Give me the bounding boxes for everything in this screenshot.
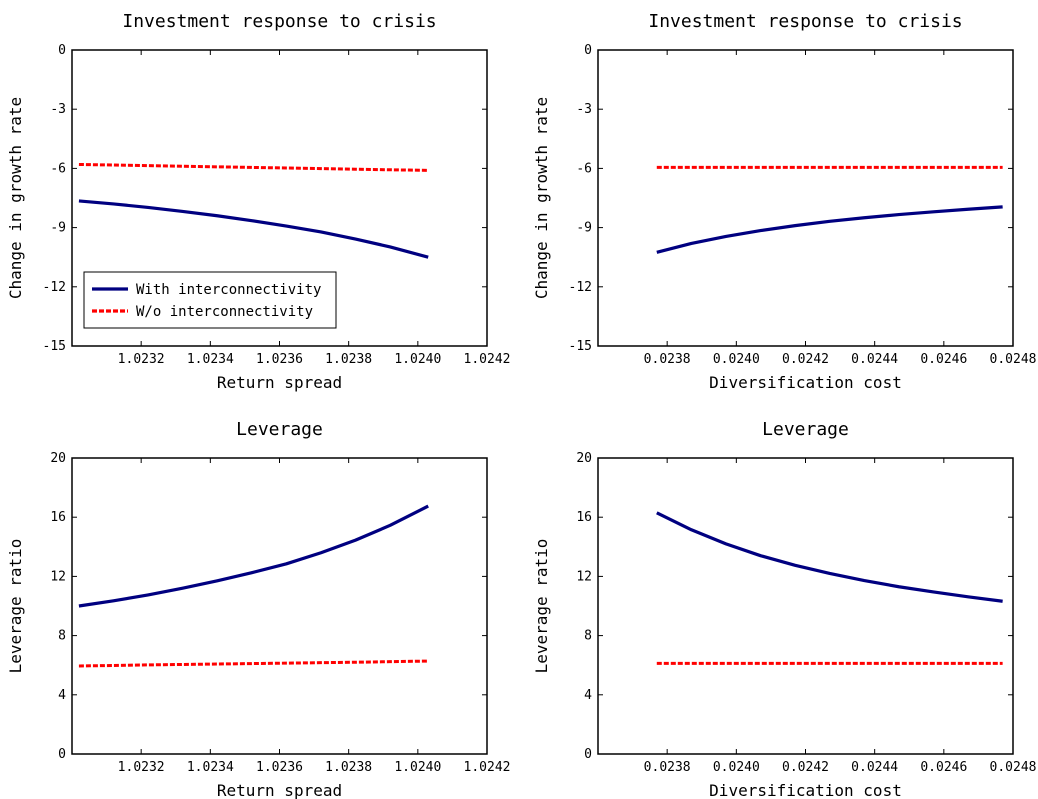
y-tick-label: 8 — [58, 629, 66, 644]
x-tick-label: 0.0242 — [782, 352, 829, 367]
chart-title: Investment response to crisis — [648, 11, 962, 32]
legend-entry-label: With interconnectivity — [136, 282, 321, 298]
y-tick-label: 4 — [584, 688, 592, 703]
y-tick-label: 4 — [58, 688, 66, 703]
x-tick-label: 1.0242 — [464, 760, 511, 775]
x-tick-label: 1.0232 — [118, 760, 165, 775]
y-axis-label: Leverage ratio — [532, 539, 551, 674]
chart-title: Leverage — [236, 419, 323, 440]
x-tick-label: 0.0242 — [782, 760, 829, 775]
y-tick-label: 12 — [576, 569, 592, 584]
x-axis-label: Return spread — [217, 373, 342, 392]
y-axis-label: Change in growth rate — [532, 97, 551, 299]
y-tick-label: 8 — [584, 629, 592, 644]
x-tick-label: 0.0244 — [851, 352, 898, 367]
chart-panel-2: 0 -3 -6 -9 -12 -15 0.0238 0.0240 0.0242 0.0244 0.0… — [532, 11, 1036, 392]
y-tick-label: -9 — [576, 221, 592, 236]
x-tick-label: 0.0240 — [713, 352, 760, 367]
legend: With interconnectivity W/o interconnectiv… — [83, 271, 337, 329]
x-tick-label: 1.0234 — [187, 352, 234, 367]
plot-frame — [597, 457, 1014, 755]
x-axis-label: Diversification cost — [709, 373, 902, 392]
series-line-without-interconnectivity — [78, 162, 429, 172]
series-line-with-interconnectivity — [78, 504, 429, 608]
x-tick-label: 0.0244 — [851, 760, 898, 775]
series-line-with-interconnectivity — [656, 511, 1003, 603]
x-tick-label: 1.0236 — [256, 760, 303, 775]
chart-panel-4: 0 4 8 12 16 20 0.0238 0.0240 0.0242 0.0244 0.0246 0… — [532, 419, 1036, 799]
x-tick-label: 0.0248 — [990, 760, 1037, 775]
y-tick-label: 0 — [584, 43, 592, 58]
chart-title: Investment response to crisis — [122, 11, 436, 32]
x-tick-label: 0.0238 — [644, 760, 691, 775]
y-tick-label: -6 — [50, 161, 66, 176]
x-tick-label: 0.0238 — [644, 352, 691, 367]
legend-entry-label: W/o interconnectivity — [136, 304, 313, 320]
y-tick-label: -3 — [50, 102, 66, 117]
x-tick-label: 0.0246 — [920, 352, 967, 367]
x-tick-label: 1.0238 — [325, 760, 372, 775]
y-tick-label: -9 — [50, 221, 66, 236]
x-tick-label: 0.0240 — [713, 760, 760, 775]
y-axis-label: Change in growth rate — [6, 97, 25, 299]
chart-panel-3: 0 4 8 12 16 20 1.0232 1.0234 1.0236 1.0238 1.0240 1… — [6, 419, 510, 799]
y-tick-label: -12 — [43, 280, 66, 295]
series-line-with-interconnectivity — [656, 205, 1003, 254]
y-tick-label: -3 — [576, 102, 592, 117]
series-line-without-interconnectivity — [78, 659, 429, 668]
x-tick-label: 1.0242 — [464, 352, 511, 367]
y-tick-label: 16 — [50, 510, 66, 525]
x-axis-label: Diversification cost — [709, 781, 902, 799]
x-tick-label: 1.0240 — [394, 760, 441, 775]
chart-title: Leverage — [762, 419, 849, 440]
legend-box — [83, 271, 337, 329]
y-axis-label: Leverage ratio — [6, 539, 25, 674]
x-tick-label: 1.0240 — [394, 352, 441, 367]
y-tick-label: 0 — [58, 43, 66, 58]
chart-panel-1: 0 -3 -6 -9 -12 -15 1.0232 1.0234 1.0236 1.0238 1.0… — [6, 11, 510, 392]
x-tick-label: 1.0236 — [256, 352, 303, 367]
x-tick-label: 0.0248 — [990, 352, 1037, 367]
y-tick-label: 20 — [50, 451, 66, 466]
y-tick-label: 0 — [584, 747, 592, 762]
y-tick-label: -12 — [569, 280, 592, 295]
y-tick-label: 12 — [50, 569, 66, 584]
series-line-with-interconnectivity — [78, 199, 429, 259]
y-tick-label: -15 — [43, 339, 66, 354]
x-tick-label: 0.0246 — [920, 760, 967, 775]
y-tick-label: 20 — [576, 451, 592, 466]
y-tick-label: -6 — [576, 161, 592, 176]
x-tick-label: 1.0238 — [325, 352, 372, 367]
y-tick-label: 16 — [576, 510, 592, 525]
y-tick-label: -15 — [569, 339, 592, 354]
x-tick-label: 1.0234 — [187, 760, 234, 775]
y-tick-label: 0 — [58, 747, 66, 762]
x-tick-label: 1.0232 — [118, 352, 165, 367]
x-axis-label: Return spread — [217, 781, 342, 799]
plot-frame — [71, 457, 488, 755]
plot-frame — [597, 49, 1014, 347]
